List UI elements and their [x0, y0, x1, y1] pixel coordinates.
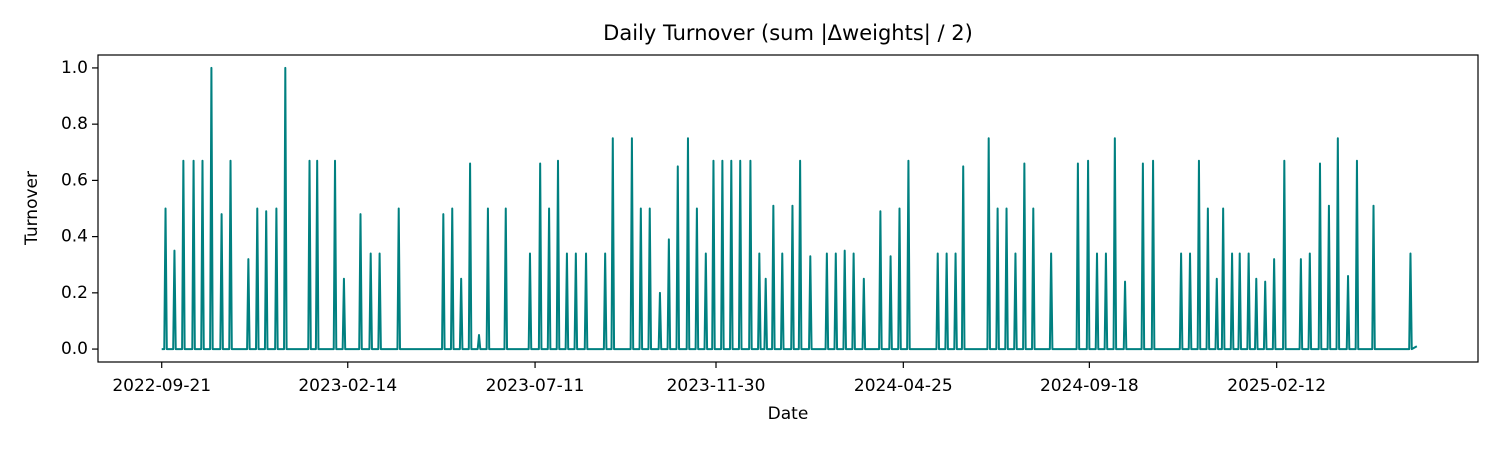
- x-tick-label: 2022-09-21: [112, 376, 211, 396]
- y-tick-label: 0.4: [61, 227, 88, 247]
- plot-frame: [97, 54, 1479, 363]
- y-tick-label: 0.2: [61, 283, 88, 303]
- x-axis-label: Date: [768, 404, 809, 424]
- turnover-line: [161, 66, 1418, 351]
- y-tick-label: 0.0: [61, 339, 88, 359]
- x-tick-label: 2024-09-18: [1040, 376, 1139, 396]
- chart-title: Daily Turnover (sum |Δweights| / 2): [603, 21, 973, 46]
- x-tick-label: 2023-11-30: [667, 376, 766, 396]
- y-tick-label: 0.6: [61, 170, 88, 190]
- y-tick-label: 1.0: [61, 58, 88, 78]
- x-tick-label: 2023-07-11: [486, 376, 585, 396]
- x-tick-label: 2025-02-12: [1227, 376, 1326, 396]
- x-tick-label: 2023-02-14: [298, 376, 397, 396]
- y-axis-label: Turnover: [22, 171, 42, 246]
- x-tick-label: 2024-04-25: [854, 376, 953, 396]
- y-tick-label: 0.8: [61, 114, 88, 134]
